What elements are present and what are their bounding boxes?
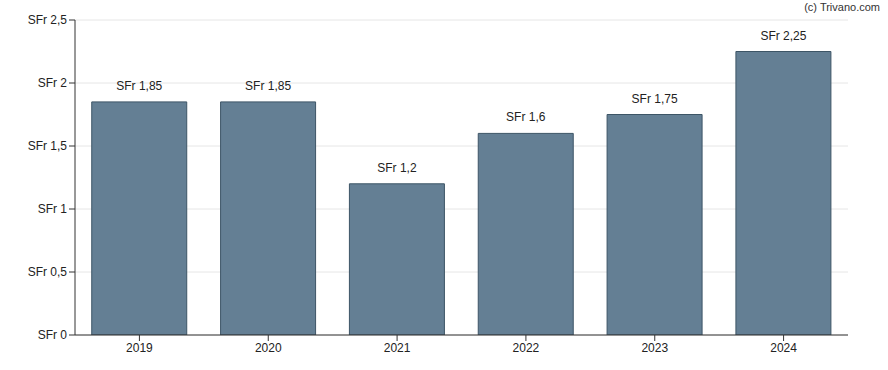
html-text:(c) Trivano.com: (c) Trivano.com <box>804 1 880 13</box>
svg-text:2024: 2024 <box>770 341 797 355</box>
svg-text:SFr 1,5: SFr 1,5 <box>28 139 68 153</box>
svg-text:2019: 2019 <box>126 341 153 355</box>
svg-text:2020: 2020 <box>255 341 282 355</box>
svg-text:SFr 2,5: SFr 2,5 <box>28 13 68 27</box>
svg-text:2022: 2022 <box>513 341 540 355</box>
svg-text:SFr 1,75: SFr 1,75 <box>632 92 678 106</box>
svg-text:SFr 1: SFr 1 <box>38 202 68 216</box>
svg-text:SFr 0: SFr 0 <box>38 328 68 342</box>
svg-text:2023: 2023 <box>641 341 668 355</box>
svg-text:SFr 2,25: SFr 2,25 <box>760 29 806 43</box>
svg-text:SFr 1,85: SFr 1,85 <box>245 79 291 93</box>
svg-text:2021: 2021 <box>384 341 411 355</box>
svg-text:SFr 2: SFr 2 <box>38 76 68 90</box>
svg-text:SFr 1,2: SFr 1,2 <box>377 161 417 175</box>
svg-text:SFr 1,6: SFr 1,6 <box>506 110 546 124</box>
svg-text:SFr 0,5: SFr 0,5 <box>28 265 68 279</box>
svg-text:SFr 1,85: SFr 1,85 <box>116 79 162 93</box>
